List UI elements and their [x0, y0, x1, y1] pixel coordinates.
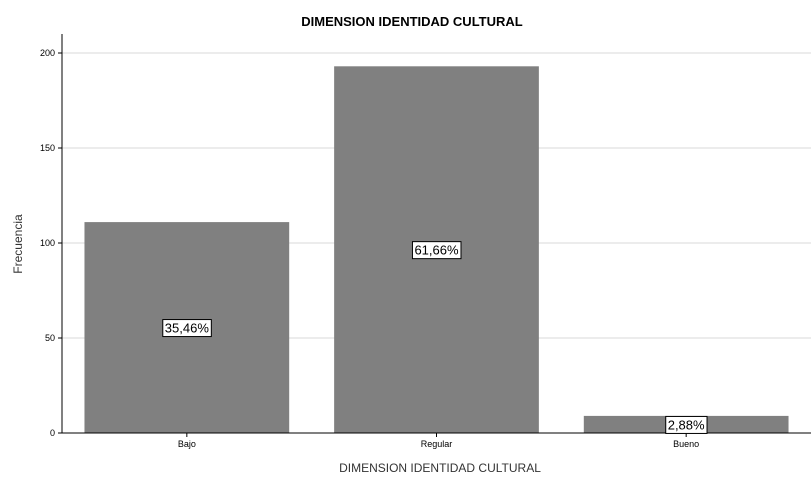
y-tick-label-50: 50: [45, 333, 55, 343]
data-label-bueno: 2,88%: [665, 415, 708, 434]
y-tick-label-200: 200: [40, 48, 55, 58]
y-axis-label: Frecuencia: [11, 214, 25, 274]
x-tick-label-bueno: Bueno: [673, 439, 699, 449]
data-label-text-bajo: 35,46%: [165, 321, 210, 336]
data-label-box-regular: [411, 241, 462, 260]
data-label-box-bajo: [162, 319, 212, 338]
x-axis-label: DIMENSION IDENTIDAD CULTURAL: [339, 461, 541, 475]
y-tick-label-100: 100: [40, 238, 55, 248]
data-label-regular: 61,66%: [411, 241, 462, 260]
data-label-bajo: 35,46%: [162, 319, 212, 338]
data-label-text-bueno: 2,88%: [668, 417, 705, 432]
x-tick-label-regular: Regular: [421, 439, 453, 449]
data-labels: 35,46% 61,66% 2,88%: [162, 241, 708, 434]
data-label-box-bueno: [665, 415, 708, 434]
y-tick-label-0: 0: [50, 428, 55, 438]
x-tick-label-bajo: Bajo: [178, 439, 196, 449]
y-tick-label-150: 150: [40, 143, 55, 153]
data-label-text-regular: 61,66%: [414, 243, 459, 258]
chart-title: DIMENSION IDENTIDAD CULTURAL: [301, 14, 523, 29]
